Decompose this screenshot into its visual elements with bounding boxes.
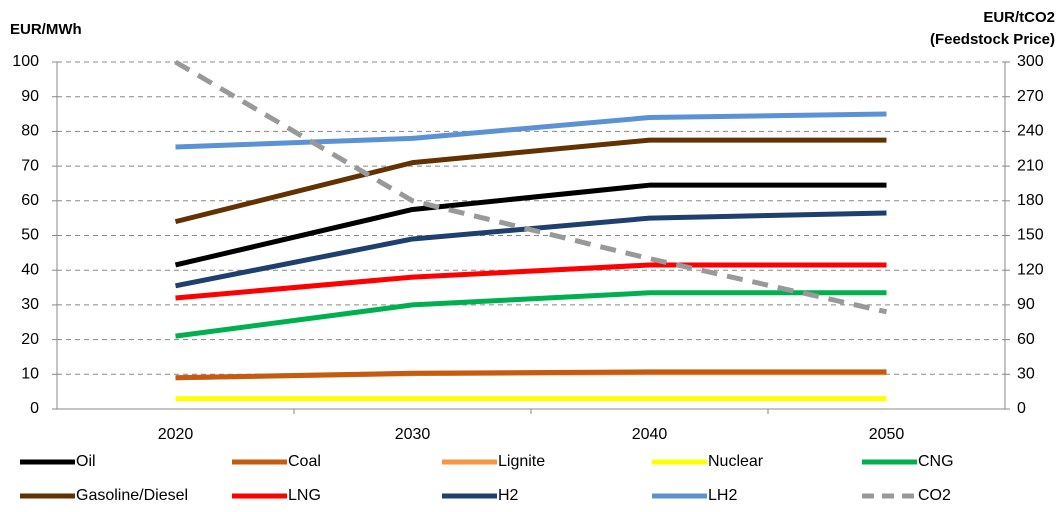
y2-tick-label: 120 <box>1017 261 1044 278</box>
y-tick-label: 100 <box>12 53 39 70</box>
y-tick-label: 40 <box>21 261 39 278</box>
y-tick-label: 90 <box>21 88 39 105</box>
y-axis-title: EUR/MWh <box>10 21 82 38</box>
y2-tick-label: 180 <box>1017 192 1044 209</box>
y2-axis-title: EUR/tCO2 <box>983 9 1055 26</box>
y-tick-label: 0 <box>30 400 39 417</box>
y-tick-label: 30 <box>21 296 39 313</box>
y2-tick-label: 30 <box>1017 366 1035 383</box>
series-line <box>175 111 887 150</box>
series-line <box>174 59 888 315</box>
series-line <box>175 369 887 381</box>
x-tick-label: 2030 <box>395 426 431 443</box>
legend-label: CO2 <box>918 487 951 504</box>
x-tick-label: 2040 <box>632 426 668 443</box>
y2-tick-label: 90 <box>1017 296 1035 313</box>
y2-tick-label: 270 <box>1017 88 1044 105</box>
y-tick-label: 50 <box>21 227 39 244</box>
legend-label: H2 <box>498 487 519 504</box>
y-tick-label: 80 <box>21 123 39 140</box>
y-tick-label: 70 <box>21 157 39 174</box>
y2-tick-label: 300 <box>1017 53 1044 70</box>
y-tick-label: 60 <box>21 192 39 209</box>
series-line <box>174 182 887 268</box>
legend-label: CNG <box>918 453 954 470</box>
y2-tick-label: 60 <box>1017 331 1035 348</box>
y2-tick-label: 0 <box>1017 400 1026 417</box>
y2-tick-label: 240 <box>1017 123 1044 140</box>
legend-label: LH2 <box>708 487 737 504</box>
y2-axis-title: (Feedstock Price) <box>930 31 1055 48</box>
x-tick-label: 2020 <box>158 426 194 443</box>
series-line <box>174 137 887 225</box>
series-line <box>175 210 887 289</box>
y-tick-label: 10 <box>21 366 39 383</box>
y2-tick-label: 210 <box>1017 157 1044 174</box>
series-line <box>175 262 887 301</box>
y2-tick-label: 150 <box>1017 227 1044 244</box>
legend-label: Gasoline/Diesel <box>76 487 188 504</box>
x-tick-label: 2050 <box>869 426 905 443</box>
legend-label: Coal <box>288 453 321 470</box>
y-tick-label: 20 <box>21 331 39 348</box>
legend-label: Nuclear <box>708 453 764 470</box>
legend-label: Lignite <box>498 453 545 470</box>
legend-label: Oil <box>76 453 96 470</box>
legend-label: LNG <box>288 487 321 504</box>
series-line <box>175 290 887 339</box>
